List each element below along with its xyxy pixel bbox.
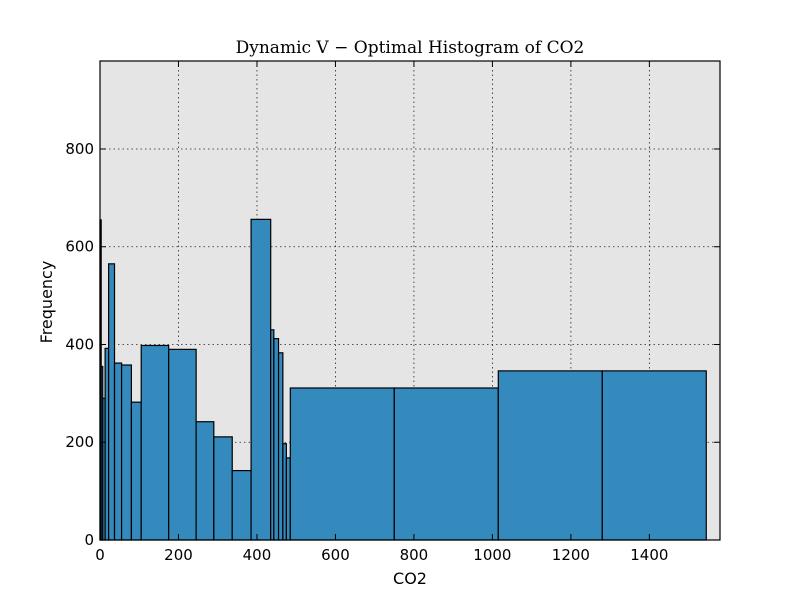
x-tick-label: 1400 — [630, 546, 668, 564]
plot-frame — [99, 60, 721, 541]
histogram-bar — [277, 352, 284, 541]
x-tick-label: 0 — [95, 546, 105, 564]
y-tick-label: 200 — [65, 433, 94, 451]
chart-title: Dynamic V − Optimal Histogram of CO2 — [236, 38, 585, 58]
histogram-bar — [140, 344, 170, 541]
y-tick-label: 600 — [65, 238, 94, 256]
histogram-bar — [213, 436, 233, 541]
x-tick-label: 200 — [164, 546, 193, 564]
y-tick-label: 0 — [84, 531, 94, 549]
histogram-bar — [393, 387, 499, 541]
histogram-bar — [497, 370, 603, 541]
y-axis-label: Frequency — [37, 261, 56, 344]
histogram-bar — [601, 370, 707, 541]
x-tick-label: 400 — [243, 546, 272, 564]
histogram-bar — [120, 364, 132, 541]
histogram-bar — [289, 387, 395, 541]
histogram-bar — [108, 263, 116, 541]
x-axis-label: CO2 — [393, 569, 427, 588]
axis-ticks: 0 200 400 600 800 1000 1200 1400 0 200 400 600 800 — [65, 61, 720, 564]
x-tick-label: 800 — [400, 546, 429, 564]
histogram-bars — [99, 218, 707, 541]
histogram-bar — [250, 218, 272, 541]
y-tick-label: 800 — [65, 140, 94, 158]
histogram-bar — [273, 338, 280, 541]
y-tick-label: 400 — [65, 335, 94, 353]
histogram-bar — [168, 348, 197, 541]
histogram-bar — [195, 421, 215, 541]
x-tick-label: 1200 — [552, 546, 590, 564]
histogram-bar — [130, 401, 142, 541]
x-tick-label: 1000 — [473, 546, 511, 564]
histogram-bar — [113, 362, 123, 541]
x-tick-label: 600 — [321, 546, 350, 564]
histogram-bar — [231, 469, 252, 541]
